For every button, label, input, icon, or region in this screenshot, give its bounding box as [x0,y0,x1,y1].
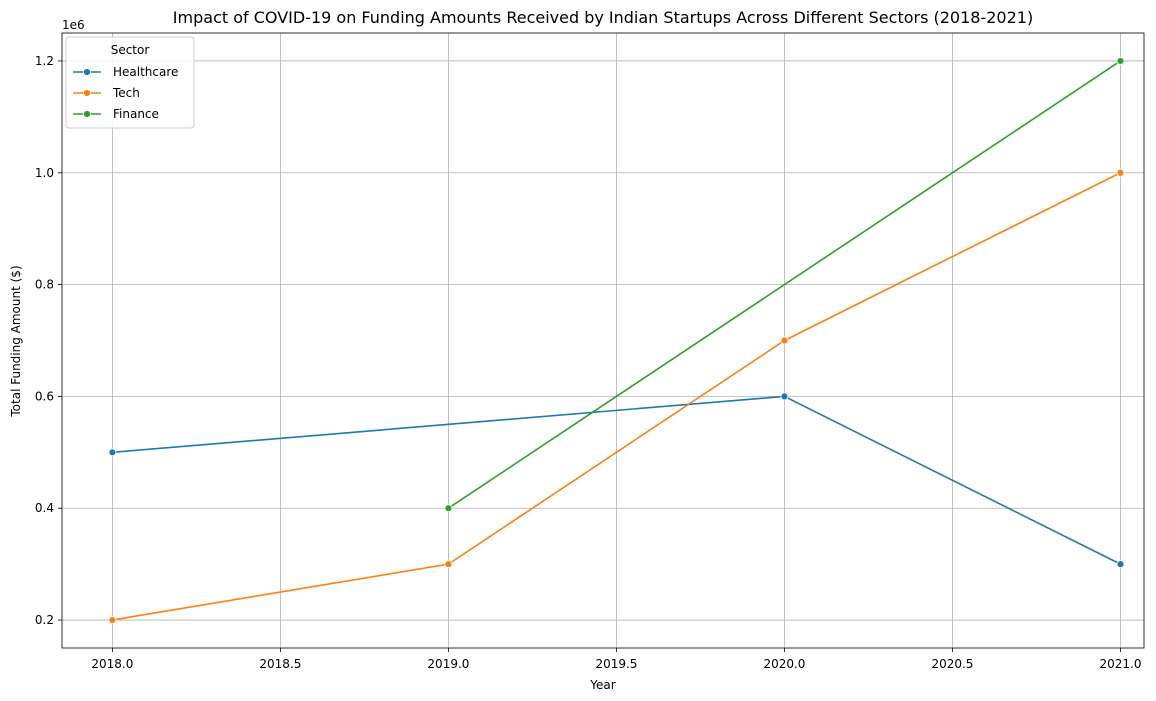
y-tick-label: 0.8 [35,278,54,292]
x-tick-label: 2020.0 [763,657,805,671]
legend-swatch-marker [83,89,91,97]
legend-item-healthcare: Healthcare [73,65,178,79]
y-axis-ticks: 0.2 0.4 0.6 0.8 1.0 1.2 [35,54,62,627]
x-tick-label: 2020.5 [931,657,973,671]
legend: Sector Healthcare Tech Finance [65,36,195,129]
y-tick-label: 0.4 [35,501,54,515]
data-point-tech [444,560,453,569]
legend-swatch-marker [83,110,91,118]
legend-title: Sector [111,43,150,57]
x-tick-label: 2018.5 [259,657,301,671]
legend-label: Finance [113,107,159,121]
y-tick-label: 1.2 [35,54,54,68]
data-point-tech [1116,168,1125,177]
grid [62,33,1144,648]
x-tick-label: 2021.0 [1099,657,1141,671]
chart-title: Impact of COVID-19 on Funding Amounts Re… [173,8,1033,27]
legend-item-finance: Finance [73,107,159,121]
x-tick-label: 2019.0 [427,657,469,671]
legend-label: Healthcare [113,65,178,79]
y-axis-label: Total Funding Amount ($) [9,265,23,417]
data-point-tech [780,336,789,345]
legend-label: Tech [112,86,140,100]
plot-frame [61,32,1145,649]
series-line-tech [112,172,1121,621]
data-point-healthcare [108,448,117,457]
y-tick-label: 0.6 [35,389,54,403]
legend-box [65,36,195,129]
x-tick-label: 2018.0 [91,657,133,671]
x-tick-label: 2019.5 [595,657,637,671]
series-lines [108,57,1125,624]
legend-item-tech: Tech [73,86,140,100]
data-point-healthcare [780,392,789,401]
data-point-tech [108,616,117,624]
y-offset-label: 1e6 [62,18,85,32]
data-point-healthcare [1116,560,1125,569]
y-tick-label: 0.2 [35,613,54,627]
legend-swatch-marker [83,68,91,76]
data-point-finance [1116,57,1125,65]
x-axis-ticks: 2018.0 2018.5 2019.0 2019.5 2020.0 2020.5 2021… [91,648,1141,671]
x-axis-label: Year [589,678,615,692]
data-point-finance [444,504,453,513]
series-line-finance [447,60,1121,509]
y-tick-label: 1.0 [35,166,54,180]
